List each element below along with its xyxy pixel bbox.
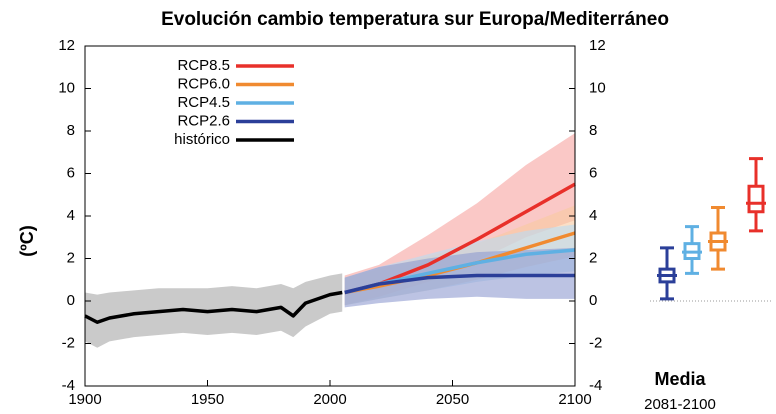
y-tick-label: -4 xyxy=(62,377,75,394)
y-tick-label: 2 xyxy=(67,249,75,266)
box-title: Media xyxy=(654,369,706,389)
x-tick-label: 1900 xyxy=(68,391,101,408)
box-subtitle: 2081-2100 xyxy=(644,396,716,413)
y-axis-label: (ºC) xyxy=(17,225,37,257)
x-tick-label: 2050 xyxy=(436,391,469,408)
y-tick-label: 6 xyxy=(67,164,75,181)
y2-tick-label: -2 xyxy=(589,334,602,351)
x-tick-label: 2000 xyxy=(313,391,346,408)
y-tick-label: -2 xyxy=(62,334,75,351)
legend-label: RCP8.5 xyxy=(177,57,230,74)
y2-tick-label: 8 xyxy=(589,122,597,139)
x-tick-label: 1950 xyxy=(191,391,224,408)
y-tick-label: 8 xyxy=(67,122,75,139)
box xyxy=(747,184,765,214)
y2-tick-label: 0 xyxy=(589,292,597,309)
legend-label: RCP2.6 xyxy=(177,112,230,129)
y2-tick-label: -4 xyxy=(589,377,602,394)
y2-tick-label: 10 xyxy=(589,79,606,96)
legend-label: histórico xyxy=(174,131,230,148)
legend-label: RCP6.0 xyxy=(177,75,230,92)
y2-tick-label: 6 xyxy=(589,164,597,181)
y-tick-label: 10 xyxy=(58,79,75,96)
y-tick-label: 12 xyxy=(58,37,75,54)
y2-tick-label: 12 xyxy=(589,37,606,54)
legend-label: RCP4.5 xyxy=(177,94,230,111)
y2-tick-label: 4 xyxy=(589,207,597,224)
x-tick-label: 2100 xyxy=(558,391,591,408)
chart-title: Evolución cambio temperatura sur Europa/… xyxy=(161,9,669,30)
y-tick-label: 0 xyxy=(67,292,75,309)
y2-tick-label: 2 xyxy=(589,249,597,266)
y-tick-label: 4 xyxy=(67,207,75,224)
series-line xyxy=(84,290,343,324)
series-line xyxy=(344,273,575,295)
